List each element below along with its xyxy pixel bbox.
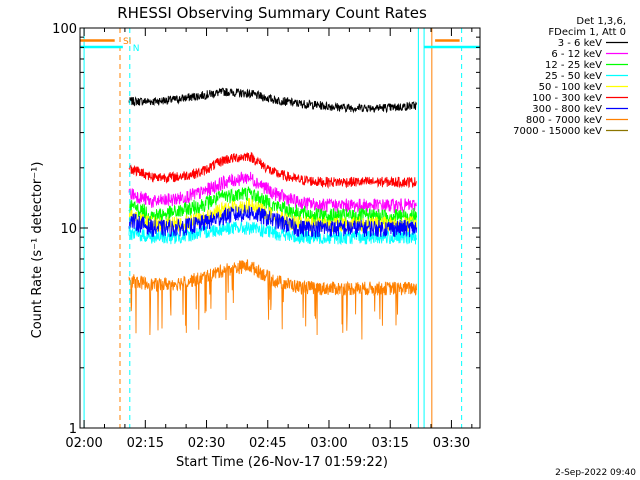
x-tick-label: 02:00: [65, 436, 102, 451]
x-axis-label: Start Time (26-Nov-17 01:59:22): [176, 455, 388, 470]
series-6-trace: [128, 204, 418, 238]
y-tick-label: 100: [52, 22, 77, 37]
legend-entry-label: 6 - 12 keV: [551, 49, 602, 60]
legend-entry-label: 800 - 7000 keV: [526, 115, 602, 126]
legend-entry-label: 7000 - 15000 keV: [513, 126, 602, 137]
y-axis-label: Count Rate (s⁻¹ detector⁻¹): [30, 162, 45, 339]
series-1-trace: [128, 171, 417, 214]
legend-entry-label: 50 - 100 keV: [539, 82, 603, 93]
chart-title: RHESSI Observing Summary Count Rates: [117, 4, 427, 22]
legend-header-line: FDecim 1, Att 0: [548, 27, 626, 38]
x-tick-label: 03:15: [371, 436, 408, 451]
series-7-trace: [128, 259, 418, 340]
data-layer: [128, 87, 418, 340]
series-0-trace: [128, 87, 418, 114]
legend-entry-label: 12 - 25 keV: [545, 60, 602, 71]
legend-entry-label: 25 - 50 keV: [545, 71, 602, 82]
series-5-trace: [128, 151, 417, 190]
x-tick-label: 02:15: [127, 436, 164, 451]
legend-entry-label: 300 - 800 keV: [532, 104, 602, 115]
x-tick-label: 02:30: [188, 436, 225, 451]
series-2-trace: [128, 186, 418, 226]
legend-header-line: Det 1,3,6,: [576, 16, 626, 27]
legend-entry-label: 100 - 300 keV: [532, 93, 602, 104]
flag-label-n: N: [133, 44, 140, 54]
legend-entry-label: 3 - 6 keV: [558, 38, 602, 49]
flag-label-si: SI: [123, 37, 131, 47]
axes-layer: 02:00 02:15 02:30 02:45 03:00 03:15 03:30 1 10 10…: [52, 22, 480, 451]
footer-timestamp: 2-Sep-2022 09:40: [555, 468, 636, 478]
x-tick-label: 03:30: [433, 436, 470, 451]
y-tick-label: 1: [69, 422, 77, 437]
x-tick-label: 03:00: [310, 436, 347, 451]
y-tick-label: 10: [60, 222, 77, 237]
x-tick-label: 02:45: [249, 436, 286, 451]
